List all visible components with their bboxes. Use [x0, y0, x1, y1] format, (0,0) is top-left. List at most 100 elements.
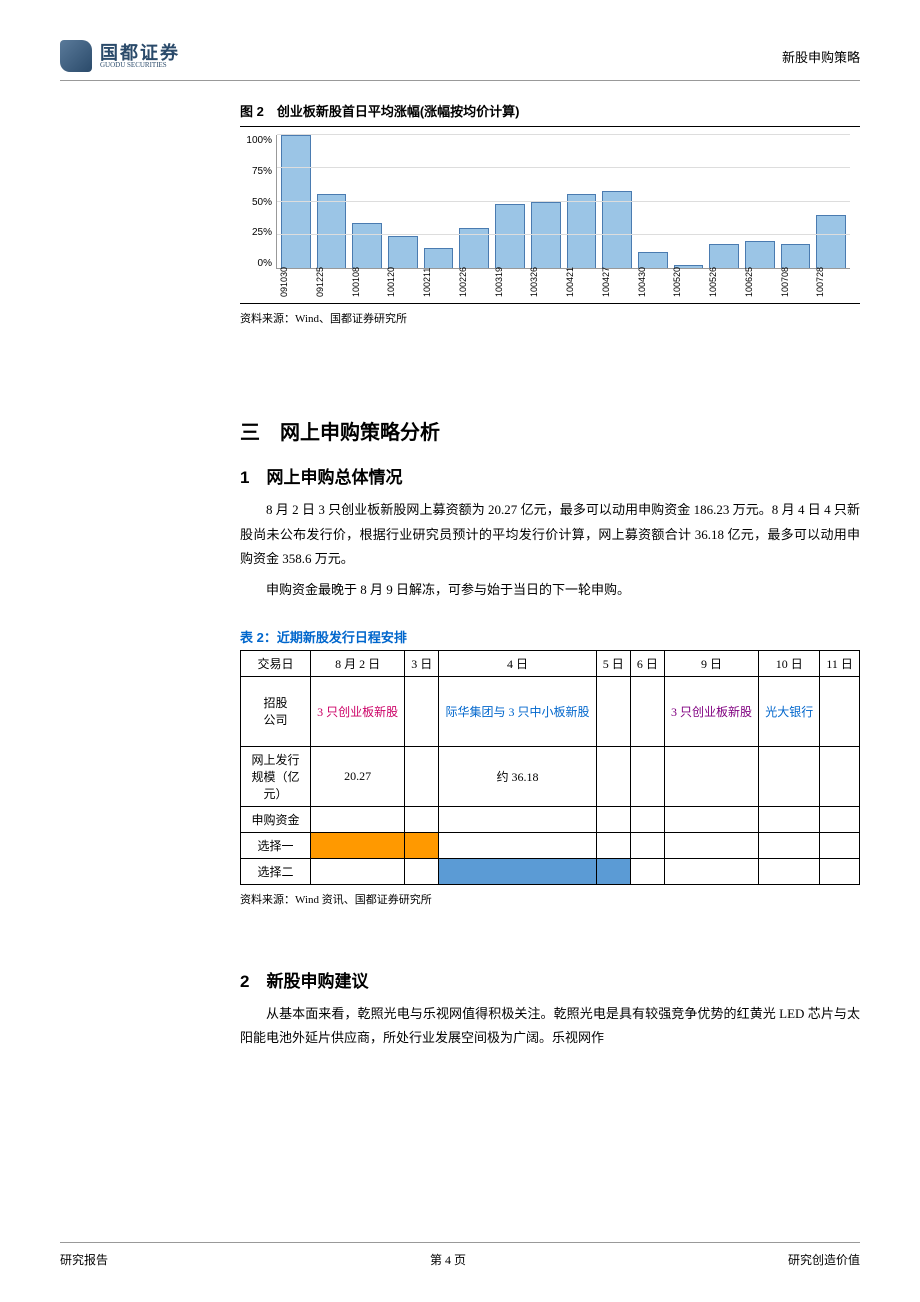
scale-cell — [664, 746, 758, 806]
x-tick-label: 100427 — [602, 269, 632, 297]
para-2: 申购资金最晚于 8 月 9 日解冻，可参与始于当日的下一轮申购。 — [240, 578, 860, 603]
x-tick-label: 100319 — [495, 269, 525, 297]
table-caption: 表 2：近期新股发行日程安排 — [240, 627, 860, 646]
cell — [439, 806, 596, 832]
plot-area — [276, 135, 850, 269]
table-header-cell: 3 日 — [405, 650, 439, 676]
x-tick-label: 100211 — [423, 269, 453, 297]
bar — [602, 191, 632, 268]
schedule-table: 交易日8 月 2 日3 日4 日5 日6 日9 日10 日11 日 招股 公司3… — [240, 650, 860, 885]
x-tick-label: 100120 — [387, 269, 417, 297]
x-axis: 0910300912251001081001201002111002261003… — [276, 269, 850, 297]
company-cell: 3 只创业板新股 — [311, 676, 405, 746]
logo-cn: 国都证券 — [100, 44, 180, 62]
row-label-opt2: 选择二 — [241, 858, 311, 884]
header-right: 新股申购策略 — [782, 47, 860, 66]
page-header: 国都证券 GUODU SECURITIES 新股申购策略 — [60, 40, 860, 81]
cell — [596, 832, 630, 858]
logo: 国都证券 GUODU SECURITIES — [60, 40, 180, 72]
table-header-cell: 10 日 — [759, 650, 820, 676]
table-header-cell: 11 日 — [820, 650, 860, 676]
cell — [759, 806, 820, 832]
scale-cell — [596, 746, 630, 806]
company-cell — [596, 676, 630, 746]
footer-right: 研究创造价值 — [788, 1251, 860, 1268]
cell — [664, 832, 758, 858]
bar — [495, 204, 525, 268]
table-header-cell: 5 日 — [596, 650, 630, 676]
chart-container: 100%75%50%25%0% 091030091225100108100120… — [240, 126, 860, 304]
x-tick-label: 100728 — [816, 269, 846, 297]
cell — [596, 806, 630, 832]
cell — [820, 806, 860, 832]
cell — [820, 858, 860, 884]
scale-cell — [405, 746, 439, 806]
cell — [439, 858, 596, 884]
row-label-scale: 网上发行规模（亿元） — [241, 746, 311, 806]
logo-text: 国都证券 GUODU SECURITIES — [100, 44, 180, 69]
main-content: 图 2 创业板新股首日平均涨幅(涨幅按均价计算) 100%75%50%25%0%… — [240, 101, 860, 1051]
x-tick-label: 100526 — [709, 269, 739, 297]
y-tick-label: 50% — [240, 197, 272, 208]
x-tick-label: 100421 — [566, 269, 596, 297]
bar — [352, 223, 382, 268]
row-label-company: 招股 公司 — [241, 676, 311, 746]
cell — [759, 858, 820, 884]
scale-cell — [820, 746, 860, 806]
company-cell — [820, 676, 860, 746]
scale-cell: 约 36.18 — [439, 746, 596, 806]
bar — [816, 215, 846, 268]
table-source: 资料来源：Wind 资讯、国都证券研究所 — [240, 891, 860, 907]
x-tick-label: 100708 — [781, 269, 811, 297]
table-header-cell: 8 月 2 日 — [311, 650, 405, 676]
y-tick-label: 0% — [240, 258, 272, 269]
cell — [630, 806, 664, 832]
table-header-cell: 9 日 — [664, 650, 758, 676]
x-tick-label: 100326 — [530, 269, 560, 297]
table-header-cell: 交易日 — [241, 650, 311, 676]
x-tick-label: 100226 — [459, 269, 489, 297]
bar — [531, 202, 561, 269]
cell — [311, 858, 405, 884]
table-header-cell: 6 日 — [630, 650, 664, 676]
table-option2-row: 选择二 — [241, 858, 860, 884]
bar — [745, 241, 775, 268]
page-footer: 研究报告 第 4 页 研究创造价值 — [60, 1242, 860, 1268]
cell — [439, 832, 596, 858]
subsection-heading-2: 2 新股申购建议 — [240, 967, 860, 992]
bar — [317, 194, 347, 268]
x-tick-label: 091225 — [316, 269, 346, 297]
grid-line — [277, 201, 850, 202]
bar — [388, 236, 418, 268]
cell — [630, 832, 664, 858]
scale-cell — [759, 746, 820, 806]
bar-chart: 100%75%50%25%0% 091030091225100108100120… — [276, 135, 850, 295]
y-tick-label: 75% — [240, 166, 272, 177]
company-cell: 光大银行 — [759, 676, 820, 746]
scale-cell: 20.27 — [311, 746, 405, 806]
subsection-heading-1: 1 网上申购总体情况 — [240, 463, 860, 488]
cell — [820, 832, 860, 858]
para-1: 8 月 2 日 3 只创业板新股网上募资额为 20.27 亿元，最多可以动用申购… — [240, 498, 860, 572]
bar — [424, 248, 454, 268]
bars — [277, 135, 850, 268]
section-2: 2 新股申购建议 从基本面来看，乾照光电与乐视网值得积极关注。乾照光电是具有较强… — [240, 967, 860, 1051]
cell — [664, 858, 758, 884]
para-3: 从基本面来看，乾照光电与乐视网值得积极关注。乾照光电是具有较强竞争优势的红黄光 … — [240, 1002, 860, 1051]
x-tick-label: 100520 — [673, 269, 703, 297]
cell — [405, 832, 439, 858]
y-tick-label: 100% — [240, 135, 272, 146]
logo-mark-icon — [60, 40, 92, 72]
bar — [709, 244, 739, 268]
cell — [405, 806, 439, 832]
x-tick-label: 100625 — [745, 269, 775, 297]
cell — [311, 832, 405, 858]
cell — [630, 858, 664, 884]
cell — [596, 858, 630, 884]
cell — [664, 806, 758, 832]
footer-center: 第 4 页 — [430, 1251, 466, 1268]
table-option1-row: 选择一 — [241, 832, 860, 858]
row-label-fund: 申购资金 — [241, 806, 311, 832]
row-label-opt1: 选择一 — [241, 832, 311, 858]
bar — [781, 244, 811, 268]
